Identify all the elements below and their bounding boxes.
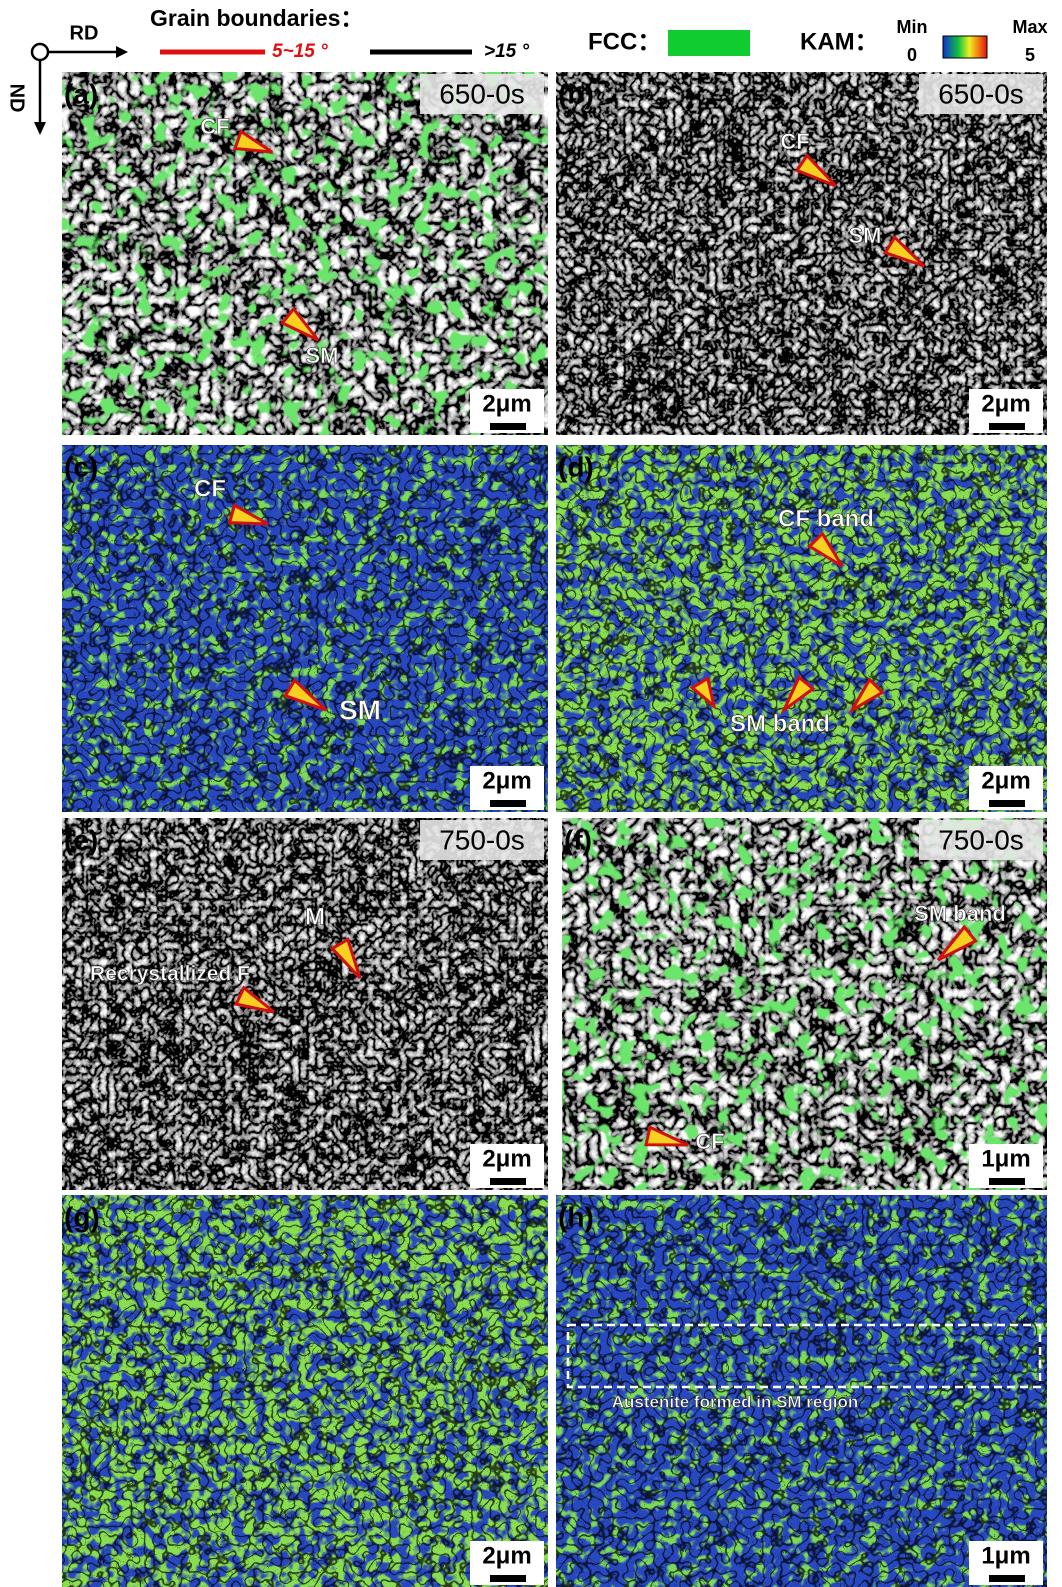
scale-bar [989,800,1025,807]
micrograph [556,445,1047,812]
nd-arrow-head [34,122,46,135]
panel: (g) 2μm [62,1195,548,1587]
rd-label: RD [70,22,99,44]
scale-label: 2μm [981,390,1030,417]
kam-colorbar [943,36,987,58]
micrograph [556,72,1047,435]
annotation: SM [339,694,381,725]
panel: (d) CF band SM band 2μm [556,445,1047,812]
band-contrast [556,72,1047,435]
annotation: M [305,903,325,930]
micrograph [562,818,1047,1190]
annotation: SM [849,223,882,248]
scale-label: 1μm [981,1542,1030,1569]
scale-bar [989,1575,1025,1582]
panel-label: (e) [64,824,98,855]
annotation: CF [194,475,226,502]
grain-lines [556,1195,1047,1587]
annotation: SM [306,343,339,368]
panel-label: (h) [558,1201,594,1232]
scale-bar [989,423,1025,430]
scale-label: 2μm [482,390,531,417]
figure: RD ND Grain boundaries： 5~15 ° >15 ° FCC… [0,0,1062,1587]
annotation: SM band [730,710,830,737]
condition-label: 750-0s [439,824,525,855]
scale-label: 2μm [981,767,1030,794]
panel-label: (d) [558,451,594,482]
annotation: CF [200,114,229,139]
rd-arrow-head [116,46,128,58]
scale-bar [490,1575,526,1582]
panel-label: (b) [558,78,594,109]
kam-max-label: Max [1012,17,1047,37]
scale-bar [490,800,526,807]
panel-label: (f) [564,824,592,855]
condition-label: 650-0s [439,78,525,109]
band-contrast [62,818,548,1190]
annotation: Recrystallized F [90,963,250,986]
annotation: CF band [778,505,874,532]
micrograph [62,445,548,812]
fcc-phase [562,818,1047,1190]
micrograph [556,1195,1047,1587]
scale-label: 2μm [482,767,531,794]
nd-label: ND [6,84,28,113]
panel: (c) CF SM 2μm [62,445,548,812]
gb-high: >15 ° [484,41,530,62]
condition-label: 650-0s [938,78,1024,109]
condition-label: 750-0s [938,824,1024,855]
gb-low: 5~15 ° [272,41,328,62]
annotation: CF [695,1129,724,1154]
scale-bar [490,423,526,430]
panel-label: (a) [64,78,98,109]
panel: (a) 650-0s CF SM 2μm [62,72,548,435]
kam-max: 5 [1025,45,1035,65]
panel-label: (g) [64,1201,100,1232]
micrograph [62,1195,548,1587]
fcc-phase [62,72,548,435]
micrograph [62,72,548,435]
kam-title: KAM： [800,28,879,55]
panel: (b) 650-0s CF SM 2μm [556,72,1047,435]
annotation: Austenite formed in SM region [612,1392,859,1411]
panel: (e) 750-0s M Recrystallized F 2μm [62,818,548,1190]
grain-lines [556,445,1047,812]
scale-label: 2μm [482,1145,531,1172]
scale-bar [989,1178,1025,1185]
annotation: CF [780,129,809,154]
kam-min: 0 [907,45,917,65]
scale-label: 1μm [981,1145,1030,1172]
grain-lines [62,1195,548,1587]
gb-title: Grain boundaries： [150,5,363,31]
micrograph [62,818,548,1190]
panel: (h) Austenite formed in SM region 1μm [556,1195,1047,1587]
kam-min-label: Min [897,17,928,37]
scale-bar [490,1178,526,1185]
fcc-title: FCC： [588,28,661,55]
annotation: SM band [914,901,1006,926]
grain-lines [62,445,548,812]
scale-label: 2μm [482,1542,531,1569]
fcc-swatch [668,30,750,56]
panel-label: (c) [64,451,98,482]
panel: (f) 750-0s SM band CF 1μm [562,818,1047,1190]
axis-origin [32,44,48,60]
